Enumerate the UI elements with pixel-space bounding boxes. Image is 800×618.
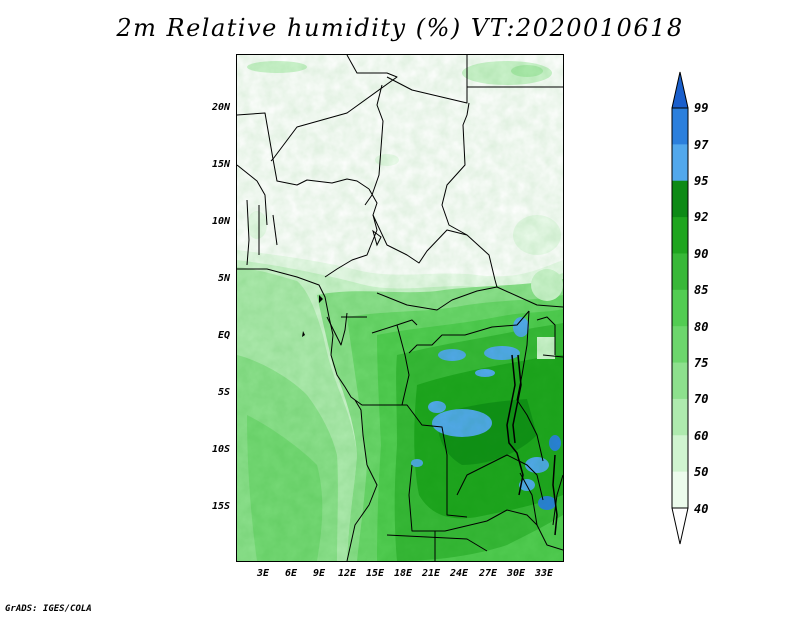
lat-label: 10S (211, 444, 230, 455)
colorbar-label: 99 (694, 101, 709, 115)
colorbar-cell (672, 398, 688, 436)
lat-label: 5S (217, 387, 230, 398)
lat-label: 10N (211, 216, 230, 227)
humidity-map (236, 54, 564, 562)
colorbar-label: 95 (694, 174, 709, 188)
bioko-island (319, 295, 323, 303)
colorbar-cell (672, 435, 688, 473)
colorbar-label: 70 (694, 392, 709, 406)
colorbar-outline (671, 71, 689, 545)
country-borders (237, 55, 563, 561)
colorbar-cell (672, 108, 688, 145)
colorbar-cell (672, 144, 688, 182)
colorbar-cell (672, 471, 688, 509)
lon-label: 18E (394, 568, 413, 579)
lon-label: 33E (535, 568, 554, 579)
lat-label: 15N (211, 159, 230, 170)
lon-label: 3E (257, 568, 270, 579)
sao-tome-island (302, 331, 305, 337)
rift-lakes (506, 354, 558, 536)
colorbar-cell (672, 253, 688, 291)
lat-label: 20N (211, 102, 230, 113)
map-canvas (237, 55, 563, 561)
colorbar-cell (672, 217, 688, 254)
colorbar-label: 90 (694, 247, 709, 261)
lon-label: 12E (338, 568, 357, 579)
colorbar-cell (672, 180, 688, 218)
lat-label: EQ (217, 330, 230, 341)
colorbar-label: 97 (694, 138, 709, 152)
colorbar-label: 50 (694, 465, 709, 479)
lon-label: 21E (422, 568, 441, 579)
lon-label: 15E (366, 568, 385, 579)
colorbar-label: 60 (694, 429, 709, 443)
colorbar-cell (672, 289, 688, 327)
colorbar-label: 92 (694, 210, 709, 224)
colorbar-cell (672, 326, 688, 364)
colorbar-cell (672, 508, 688, 544)
credit-text: GrADS: IGES/COLA (5, 604, 92, 614)
lat-label: 15S (211, 501, 230, 512)
colorbar-label: 80 (694, 320, 709, 334)
colorbar-label: 40 (694, 502, 709, 516)
colorbar-cell (672, 362, 688, 400)
texture-overlay (237, 55, 563, 561)
lon-label: 30E (507, 568, 526, 579)
lat-label: 5N (217, 273, 230, 284)
colorbar-label: 85 (694, 283, 709, 297)
lon-label: 24E (450, 568, 469, 579)
map-title: 2m Relative humidity (%) VT:2020010618 (116, 14, 684, 42)
lon-label: 9E (313, 568, 326, 579)
colorbar-label: 75 (694, 356, 709, 370)
lake-chad (372, 229, 382, 247)
colorbar-cells (672, 72, 688, 544)
lon-label: 27E (479, 568, 498, 579)
lon-label: 6E (285, 568, 298, 579)
colorbar-cell (672, 72, 688, 108)
